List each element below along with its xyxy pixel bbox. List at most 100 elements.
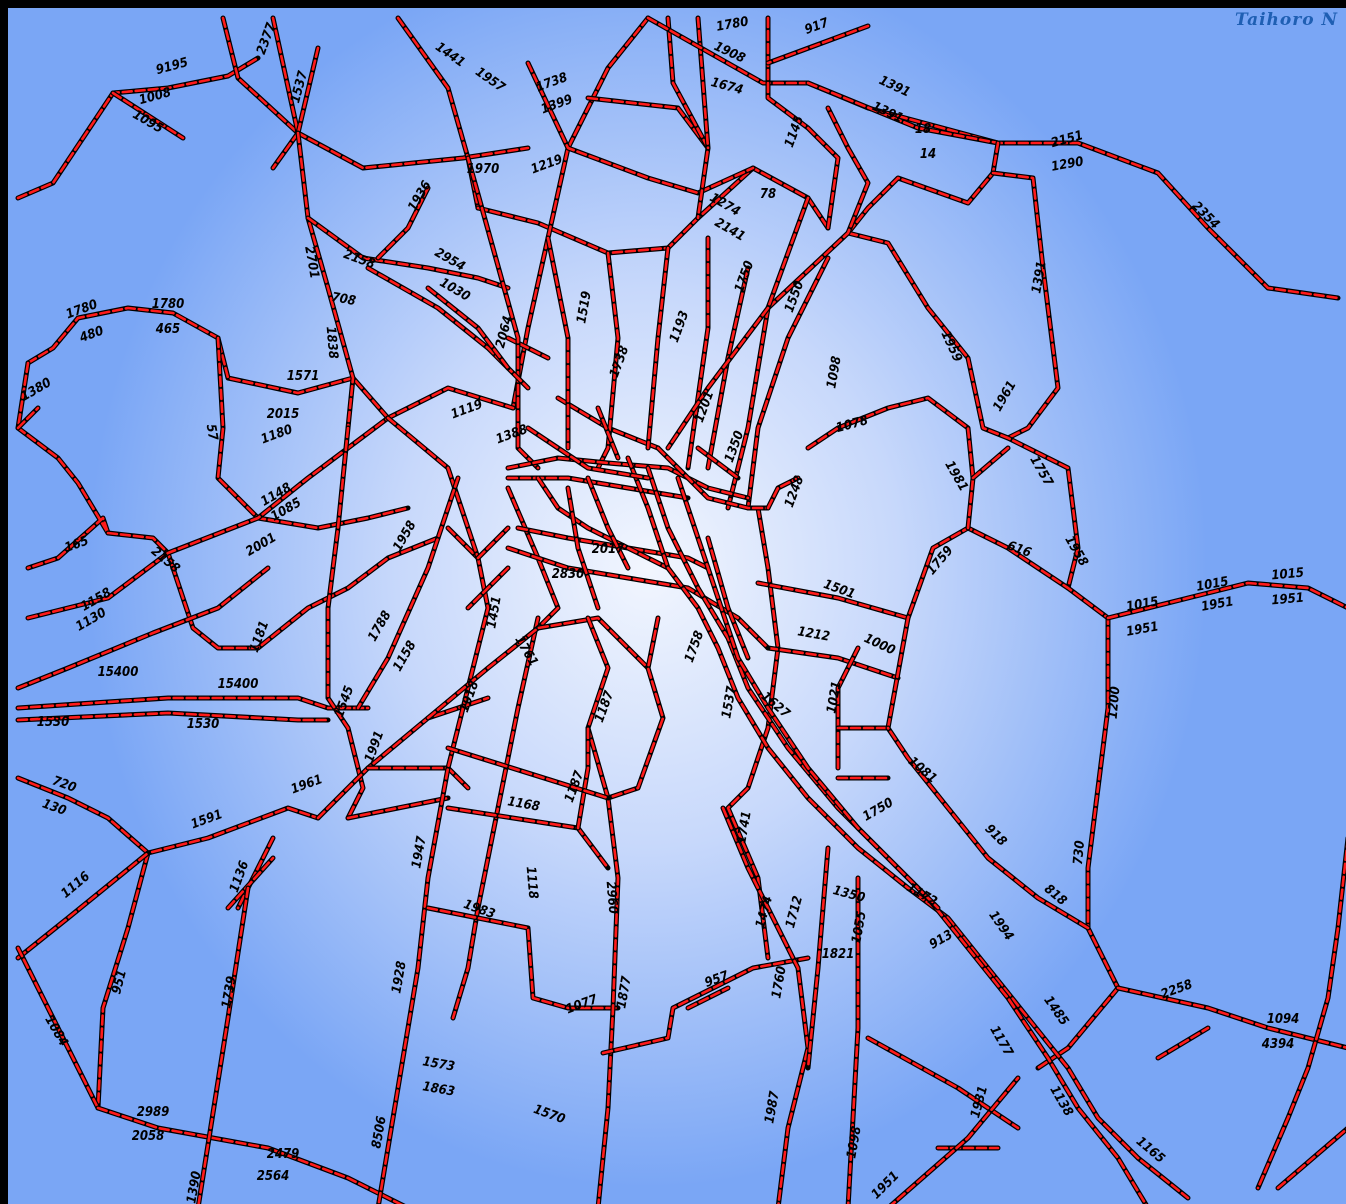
road-segment[interactable]	[506, 546, 770, 650]
road-segment[interactable]	[316, 696, 490, 820]
road-segment[interactable]	[586, 96, 710, 150]
road-segment[interactable]	[1276, 1128, 1346, 1190]
road-segment[interactable]	[766, 106, 870, 310]
road-segment[interactable]	[106, 531, 170, 555]
road-segment[interactable]	[96, 851, 150, 1110]
road-segment[interactable]	[271, 16, 530, 170]
road-segment[interactable]	[506, 486, 560, 630]
road-segment[interactable]	[646, 246, 670, 450]
road-segment[interactable]	[197, 886, 250, 1204]
road-segment[interactable]	[806, 81, 1340, 300]
road-segment[interactable]	[886, 726, 1090, 930]
road-segment[interactable]	[506, 456, 750, 500]
road-segment[interactable]	[16, 946, 100, 1110]
road-segment[interactable]	[586, 476, 630, 570]
road-segment[interactable]	[221, 16, 300, 170]
road-segment[interactable]	[696, 446, 740, 480]
road-segment[interactable]	[546, 236, 570, 450]
road-segment[interactable]	[686, 986, 730, 1010]
road-segment[interactable]	[596, 406, 620, 460]
road-segment[interactable]	[576, 726, 590, 830]
road-segment[interactable]	[746, 256, 830, 510]
road-segment[interactable]	[846, 876, 860, 1204]
road-segment[interactable]	[356, 476, 460, 710]
road-segment[interactable]	[601, 956, 810, 1055]
road-segment[interactable]	[1116, 986, 1346, 1049]
road-segment[interactable]	[666, 16, 710, 220]
road-segment[interactable]	[888, 1076, 1020, 1204]
road-segment[interactable]	[26, 386, 515, 620]
road-segment[interactable]	[1106, 581, 1346, 620]
road-segment[interactable]	[766, 476, 800, 510]
road-segment[interactable]	[726, 506, 780, 960]
road-segment[interactable]	[16, 56, 260, 200]
road-segment[interactable]	[166, 536, 440, 650]
road-segment[interactable]	[466, 156, 540, 470]
road-segment[interactable]	[16, 361, 110, 570]
road-segment[interactable]	[16, 851, 150, 960]
road-segment[interactable]	[971, 446, 1010, 480]
road-segment[interactable]	[806, 396, 975, 530]
road-segment[interactable]	[866, 1036, 1020, 1130]
road-segment[interactable]	[626, 456, 1190, 1200]
road-segment[interactable]	[526, 426, 650, 480]
road-segment[interactable]	[696, 16, 710, 150]
road-segment[interactable]	[296, 131, 355, 430]
road-segment[interactable]	[426, 906, 620, 1010]
road-segment[interactable]	[446, 746, 610, 800]
road-segment[interactable]	[296, 46, 320, 135]
road-segment[interactable]	[111, 91, 185, 140]
road-segment[interactable]	[886, 526, 1120, 990]
road-segment[interactable]	[656, 446, 770, 510]
road-segment[interactable]	[756, 581, 910, 620]
road-segment[interactable]	[666, 306, 770, 450]
road-segment[interactable]	[766, 16, 840, 230]
road-segment[interactable]	[426, 286, 510, 370]
road-segment[interactable]	[596, 251, 620, 470]
road-segment[interactable]	[26, 306, 390, 420]
road-segment[interactable]	[216, 336, 410, 530]
road-segment[interactable]	[96, 1106, 408, 1204]
road-segment[interactable]	[846, 231, 1080, 590]
road-segment[interactable]	[476, 526, 510, 560]
road-segment[interactable]	[236, 836, 275, 910]
road-segment[interactable]	[1156, 1026, 1210, 1060]
road-segment[interactable]	[326, 426, 365, 820]
road-segment[interactable]	[721, 806, 810, 1204]
road-segment[interactable]	[16, 406, 40, 430]
road-segment[interactable]	[16, 566, 270, 690]
road-segment[interactable]	[646, 466, 1148, 1204]
road-segment[interactable]	[566, 486, 600, 610]
road-segment[interactable]	[451, 616, 540, 1020]
road-segment[interactable]	[536, 476, 670, 570]
road-segment[interactable]	[506, 336, 550, 360]
road-segment[interactable]	[306, 216, 510, 290]
road-segment[interactable]	[466, 566, 510, 610]
road-segment[interactable]	[597, 796, 620, 1204]
road-segment[interactable]	[846, 141, 1000, 235]
road-segment[interactable]	[991, 171, 1060, 440]
road-segment[interactable]	[1256, 838, 1346, 1190]
road-segment[interactable]	[511, 16, 650, 410]
road-segment[interactable]	[836, 646, 860, 770]
road-segment[interactable]	[766, 24, 870, 65]
road-segment[interactable]	[706, 536, 750, 660]
road-segment[interactable]	[377, 526, 490, 1204]
road-segment[interactable]	[1036, 986, 1120, 1070]
road-segment[interactable]	[16, 711, 330, 722]
road-segment[interactable]	[806, 846, 830, 1070]
road-segment[interactable]	[526, 61, 755, 195]
road-segment[interactable]	[226, 856, 275, 910]
road-segment[interactable]	[726, 196, 810, 510]
road-segment[interactable]	[766, 646, 900, 680]
road-segment[interactable]	[686, 236, 710, 470]
road-segment[interactable]	[676, 476, 940, 910]
road-segment[interactable]	[386, 416, 480, 560]
road-segment[interactable]	[16, 696, 370, 710]
road-segment[interactable]	[586, 616, 665, 800]
road-segment[interactable]	[426, 616, 650, 720]
road-segment[interactable]	[376, 186, 430, 260]
road-segment[interactable]	[346, 796, 450, 820]
road-segment[interactable]	[446, 806, 610, 870]
